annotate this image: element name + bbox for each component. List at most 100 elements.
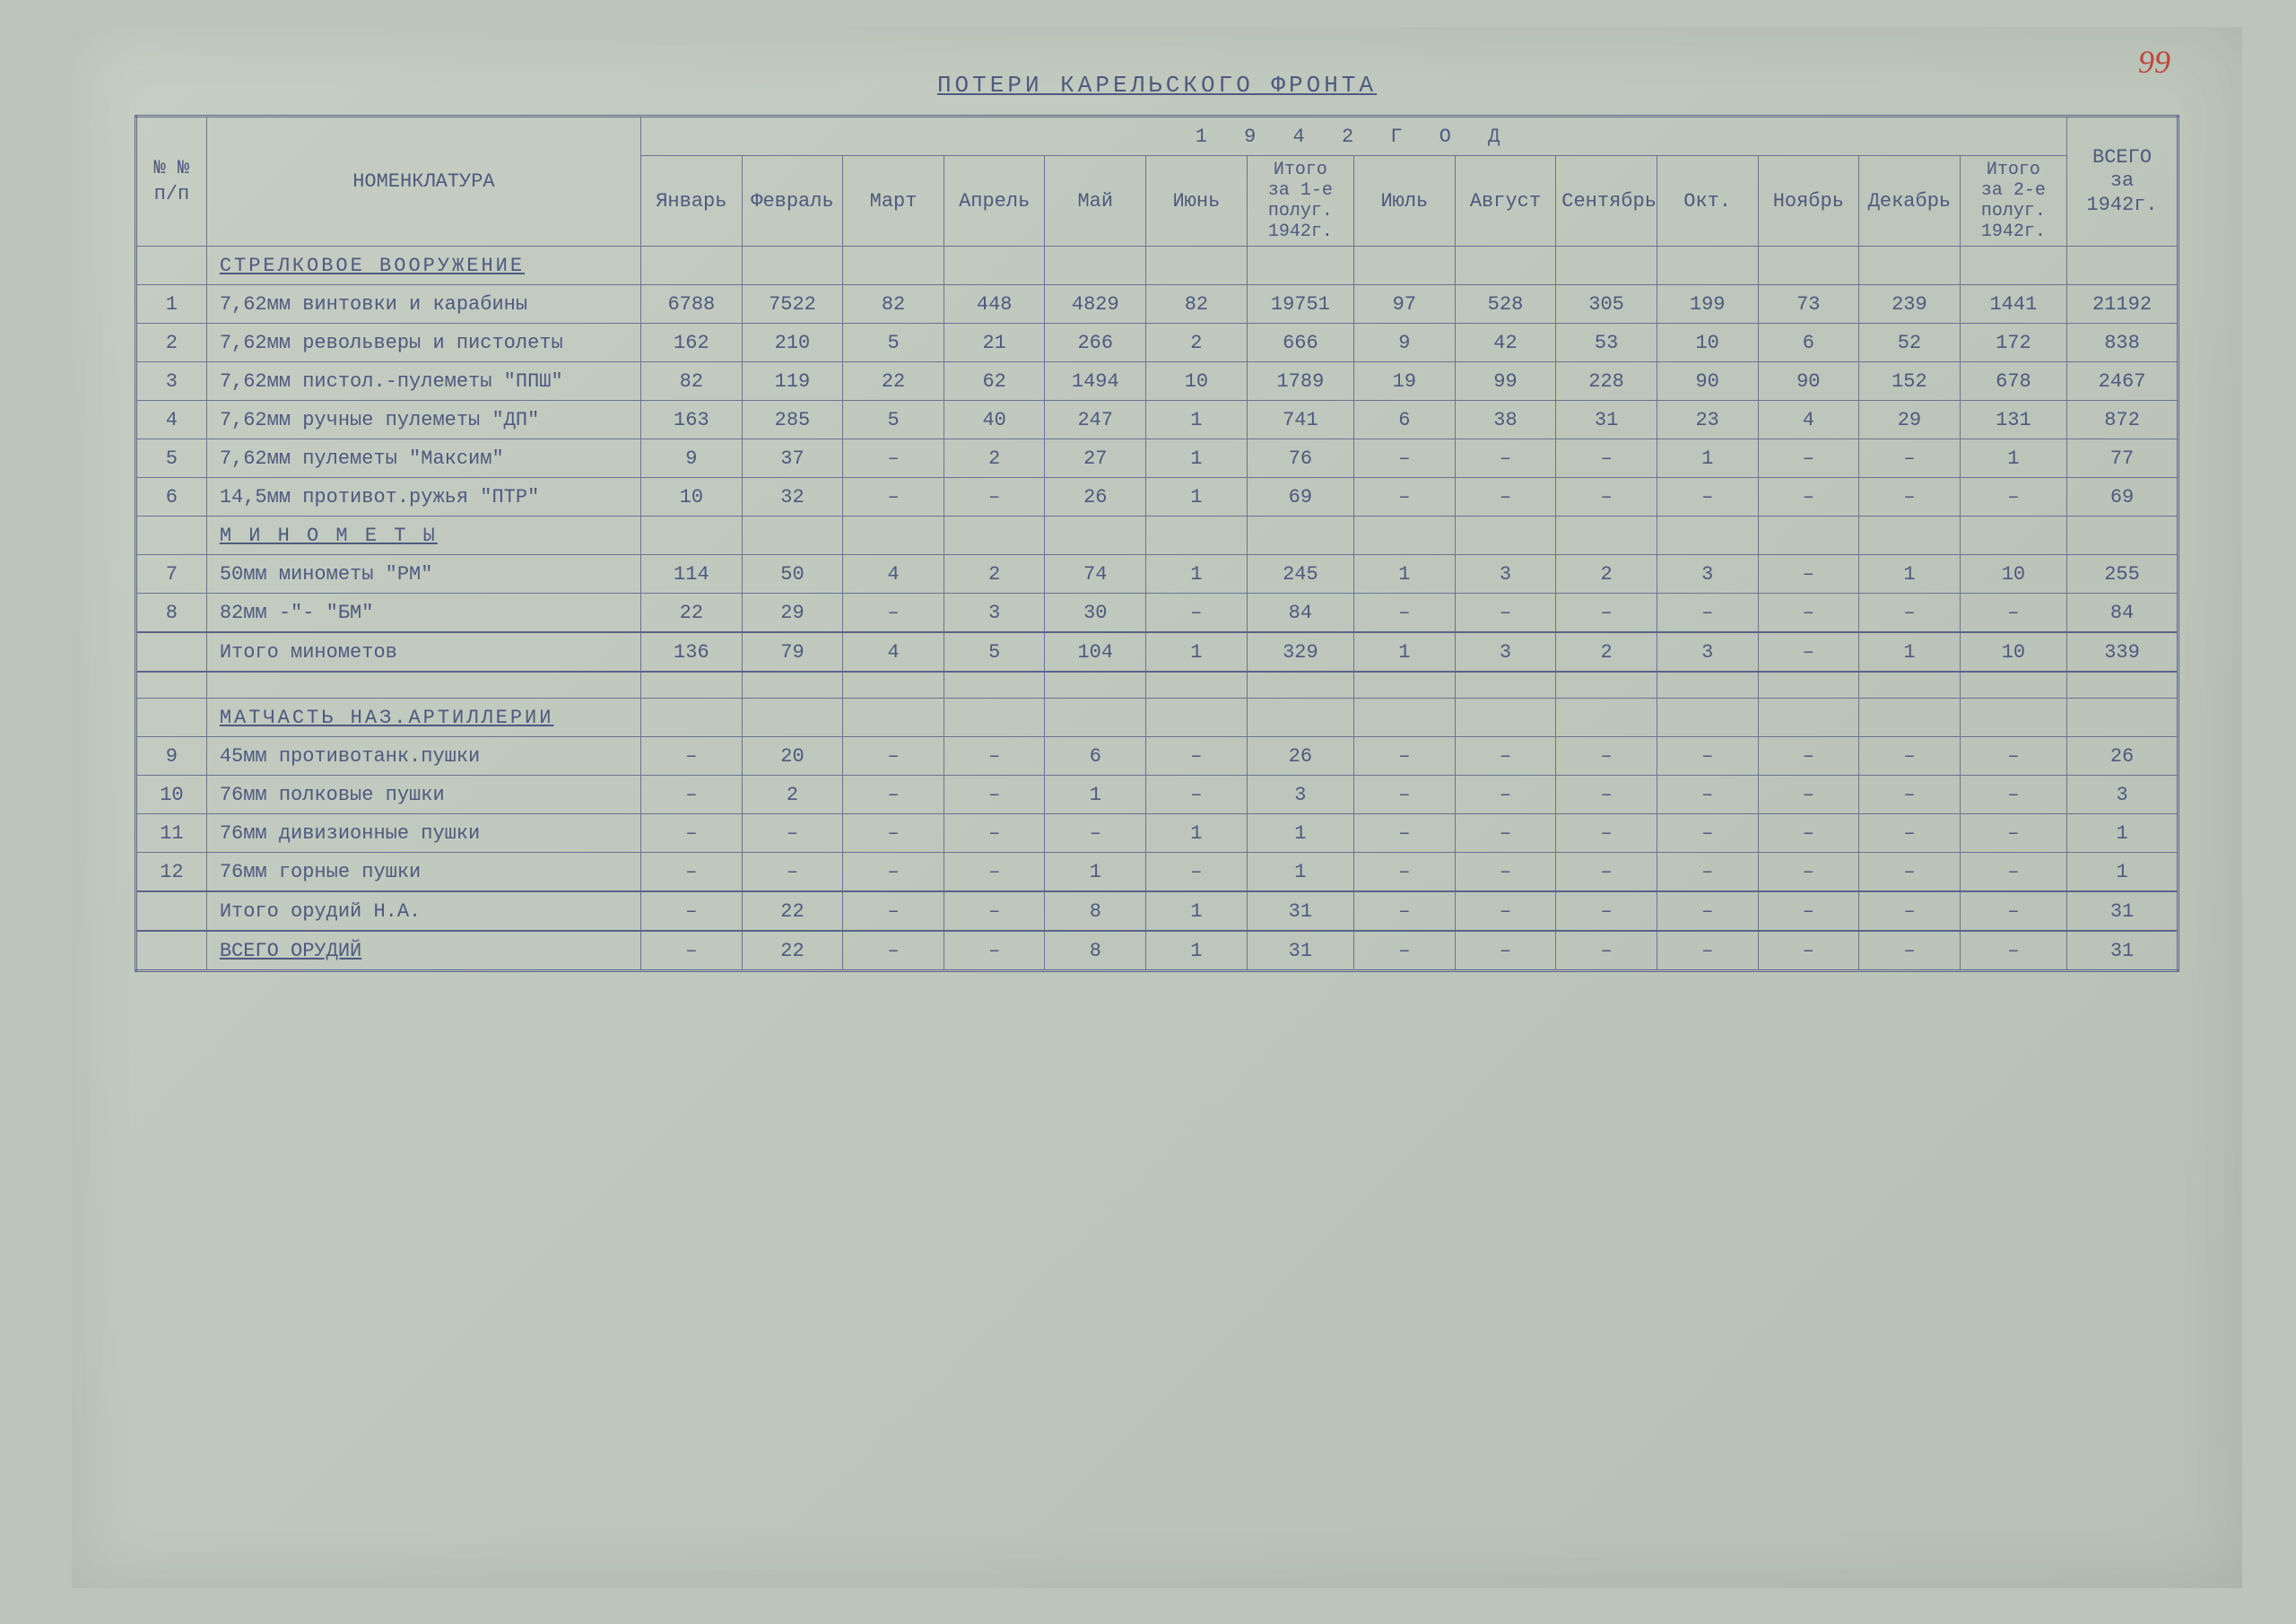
cell: 1	[1146, 814, 1248, 853]
section-title: М И Н О М Е Т Ы	[206, 517, 640, 555]
cell: –	[1960, 776, 2066, 814]
cell: 1	[2067, 814, 2179, 853]
subtotal-row: Итого минометов136794510413291323–110339	[136, 632, 2179, 672]
cell: 32	[742, 478, 843, 517]
cell	[1657, 517, 1758, 555]
cell: 6	[1354, 401, 1456, 439]
cell: 1	[1859, 632, 1961, 672]
cell: –	[1146, 853, 1248, 892]
cell	[1045, 517, 1146, 555]
cell: 1	[1146, 632, 1248, 672]
col-aug: Август	[1455, 156, 1556, 247]
losses-table: № № п/п НОМЕНКЛАТУРА 1 9 4 2 Г О Д ВСЕГО…	[135, 115, 2179, 972]
cell: 448	[944, 285, 1045, 324]
cell: –	[1455, 891, 1556, 931]
row-idx: 6	[136, 478, 207, 517]
cell: 104	[1045, 632, 1146, 672]
cell: –	[1657, 776, 1758, 814]
cell: –	[1354, 737, 1456, 776]
cell: 285	[742, 401, 843, 439]
cell	[1556, 247, 1657, 285]
cell: –	[1657, 853, 1758, 892]
cell: –	[1556, 478, 1657, 517]
cell: 3	[944, 594, 1045, 633]
cell: –	[1556, 737, 1657, 776]
table-head: № № п/п НОМЕНКЛАТУРА 1 9 4 2 Г О Д ВСЕГО…	[136, 117, 2179, 247]
cell	[944, 247, 1045, 285]
cell: –	[1960, 891, 2066, 931]
cell: 21	[944, 324, 1045, 362]
cell: –	[1556, 891, 1657, 931]
cell: –	[1859, 776, 1961, 814]
table-row: 1 7,62мм винтовки и карабины678875228244…	[136, 285, 2179, 324]
cell: –	[1758, 594, 1859, 633]
col-name: НОМЕНКЛАТУРА	[206, 117, 640, 247]
cell: –	[1556, 594, 1657, 633]
row-idx: 11	[136, 814, 207, 853]
cell: 26	[1247, 737, 1353, 776]
cell: –	[843, 439, 944, 478]
cell: –	[1354, 776, 1456, 814]
cell	[1247, 699, 1353, 737]
table-row: 4 7,62мм ручные пулеметы "ДП"16328554024…	[136, 401, 2179, 439]
cell: –	[1556, 931, 1657, 971]
col-may: Май	[1045, 156, 1146, 247]
cell	[843, 699, 944, 737]
cell	[843, 247, 944, 285]
cell: –	[1354, 931, 1456, 971]
cell: 119	[742, 362, 843, 401]
row-idx: 5	[136, 439, 207, 478]
cell: –	[641, 891, 743, 931]
cell: 90	[1657, 362, 1758, 401]
cell: 4829	[1045, 285, 1146, 324]
row-idx	[136, 699, 207, 737]
cell: 247	[1045, 401, 1146, 439]
cell: –	[1758, 814, 1859, 853]
cell: –	[1758, 632, 1859, 672]
cell: 2	[944, 555, 1045, 594]
cell: –	[843, 891, 944, 931]
cell: –	[843, 853, 944, 892]
cell: 99	[1455, 362, 1556, 401]
cell	[1758, 247, 1859, 285]
cell: 69	[2067, 478, 2179, 517]
cell: 136	[641, 632, 743, 672]
cell: 29	[1859, 401, 1961, 439]
row-idx	[136, 247, 207, 285]
cell	[1354, 247, 1456, 285]
cell	[1758, 699, 1859, 737]
cell: 6788	[641, 285, 743, 324]
cell: –	[1960, 931, 2066, 971]
cell: 1	[1247, 814, 1353, 853]
cell: 31	[2067, 891, 2179, 931]
cell: 19751	[1247, 285, 1353, 324]
cell: 8	[1045, 891, 1146, 931]
col-dec: Декабрь	[1859, 156, 1961, 247]
cell: 31	[1556, 401, 1657, 439]
cell: 1	[1354, 632, 1456, 672]
cell: –	[1758, 478, 1859, 517]
col-half2: Итого за 2-е полуг. 1942г.	[1960, 156, 2066, 247]
cell	[1859, 517, 1961, 555]
table-row: 7 50мм минометы "РМ"11450427412451323–11…	[136, 555, 2179, 594]
cell: 4	[843, 632, 944, 672]
cell: 1	[1146, 891, 1248, 931]
cell: 5	[843, 401, 944, 439]
row-idx: 4	[136, 401, 207, 439]
cell: –	[1859, 853, 1961, 892]
cell: –	[944, 853, 1045, 892]
table-body: СТРЕЛКОВОЕ ВООРУЖЕНИЕ1 7,62мм винтовки и…	[136, 247, 2179, 971]
cell: –	[1354, 478, 1456, 517]
cell	[1657, 699, 1758, 737]
cell: –	[1859, 814, 1961, 853]
cell	[641, 517, 743, 555]
cell: –	[1859, 931, 1961, 971]
cell: –	[1758, 737, 1859, 776]
cell: –	[1354, 594, 1456, 633]
cell	[1455, 517, 1556, 555]
cell: –	[1859, 891, 1961, 931]
cell	[1556, 517, 1657, 555]
col-oct: Окт.	[1657, 156, 1758, 247]
cell: 7522	[742, 285, 843, 324]
cell	[742, 247, 843, 285]
